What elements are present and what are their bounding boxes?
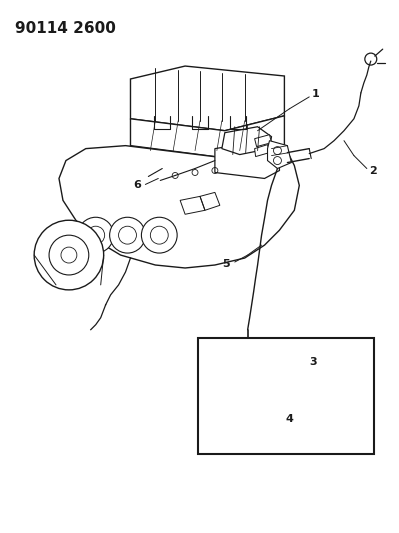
Polygon shape — [218, 383, 248, 407]
Circle shape — [110, 217, 145, 253]
Circle shape — [78, 217, 114, 253]
Polygon shape — [59, 146, 299, 268]
Text: 90114 2600: 90114 2600 — [15, 21, 116, 36]
Text: 5: 5 — [222, 259, 229, 269]
Circle shape — [34, 220, 104, 290]
Text: 3: 3 — [309, 358, 317, 367]
Polygon shape — [255, 144, 269, 157]
Text: 6: 6 — [133, 181, 141, 190]
Circle shape — [141, 217, 177, 253]
Polygon shape — [267, 141, 291, 168]
Polygon shape — [215, 141, 279, 179]
Text: 4: 4 — [285, 414, 293, 424]
Polygon shape — [130, 116, 284, 158]
Text: 1: 1 — [311, 89, 319, 99]
Text: 2: 2 — [369, 166, 377, 175]
Bar — [198, 337, 374, 454]
Polygon shape — [130, 66, 284, 131]
Circle shape — [220, 387, 236, 403]
Polygon shape — [222, 127, 271, 155]
Circle shape — [223, 369, 247, 393]
Polygon shape — [225, 369, 252, 387]
Polygon shape — [255, 135, 271, 147]
